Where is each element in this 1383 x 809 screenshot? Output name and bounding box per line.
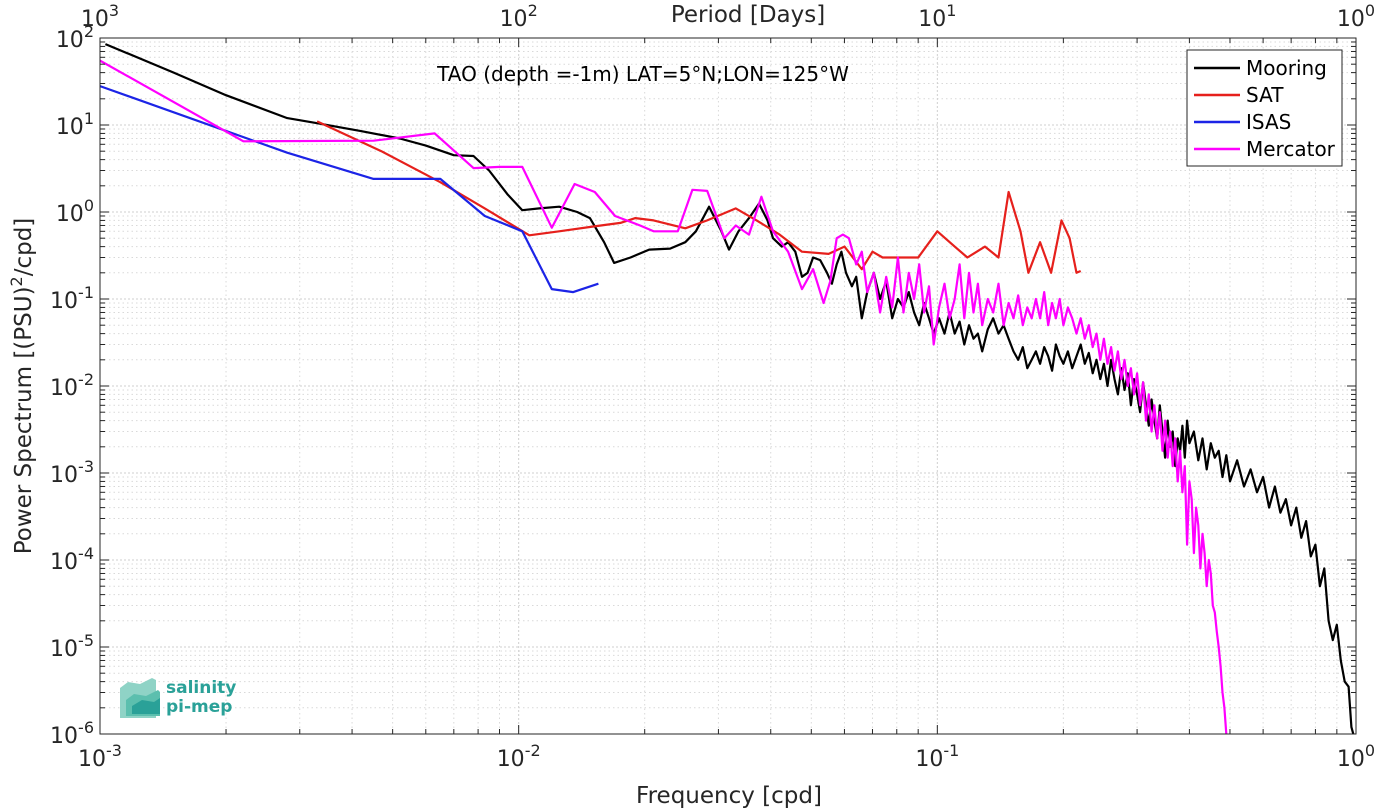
series-line-isas <box>100 85 599 294</box>
x-axis-label: Frequency [cpd] <box>636 783 822 809</box>
y-tick-label: 10-6 <box>50 718 94 749</box>
series-layer <box>100 43 1355 734</box>
y-axis-label: Power Spectrum [(PSU)2/cpd] <box>7 218 37 555</box>
series-line-mercator <box>100 59 1228 734</box>
y-tick-label: 10-1 <box>50 283 94 314</box>
y-tick-label: 10-3 <box>50 457 94 488</box>
x-tick-label: 10-1 <box>915 741 959 772</box>
y-tick-label: 10-2 <box>50 370 94 401</box>
x-tick-label: 10-2 <box>497 741 541 772</box>
logo-text-line1: salinity <box>166 678 236 698</box>
logo-text-line2: pi-mep <box>166 697 232 717</box>
x-tick-label: 100 <box>1337 741 1375 772</box>
tick-labels: 10-3 10-2 10-1 100 102 101 100 10-1 10-2 10-3 10-4… <box>50 1 1375 772</box>
legend-label-mooring: Mooring <box>1246 56 1327 80</box>
y-tick-label: 100 <box>56 196 94 227</box>
legend-box <box>1186 49 1343 167</box>
top-axis-label: Period [Days] <box>671 2 825 28</box>
y-tick-label: 101 <box>56 109 94 140</box>
axes <box>99 37 1357 735</box>
y-tick-label: 10-5 <box>50 631 94 662</box>
legend-label-mercator: Mercator <box>1246 137 1336 161</box>
grid <box>99 37 1357 735</box>
legend-label-isas: ISAS <box>1246 110 1291 134</box>
y-tick-label: 10-4 <box>50 544 94 575</box>
salinity-pi-mep-logo: salinity pi-mep <box>120 678 236 718</box>
legend: Mooring SAT ISAS Mercator <box>1186 49 1343 167</box>
x-tick-label: 10-3 <box>78 741 122 772</box>
series-line-sat <box>316 120 1082 274</box>
y-tick-label: 102 <box>56 22 94 53</box>
legend-label-sat: SAT <box>1246 83 1284 107</box>
top-tick-label: 103 <box>81 1 119 32</box>
series-line-mooring <box>104 43 1355 734</box>
top-tick-label: 102 <box>500 1 538 32</box>
logo-icon <box>120 678 160 718</box>
top-tick-label: 100 <box>1337 1 1375 32</box>
chart-annotation: TAO (depth =-1m) LAT=5°N;LON=125°W <box>436 62 849 86</box>
top-tick-label: 101 <box>918 1 956 32</box>
